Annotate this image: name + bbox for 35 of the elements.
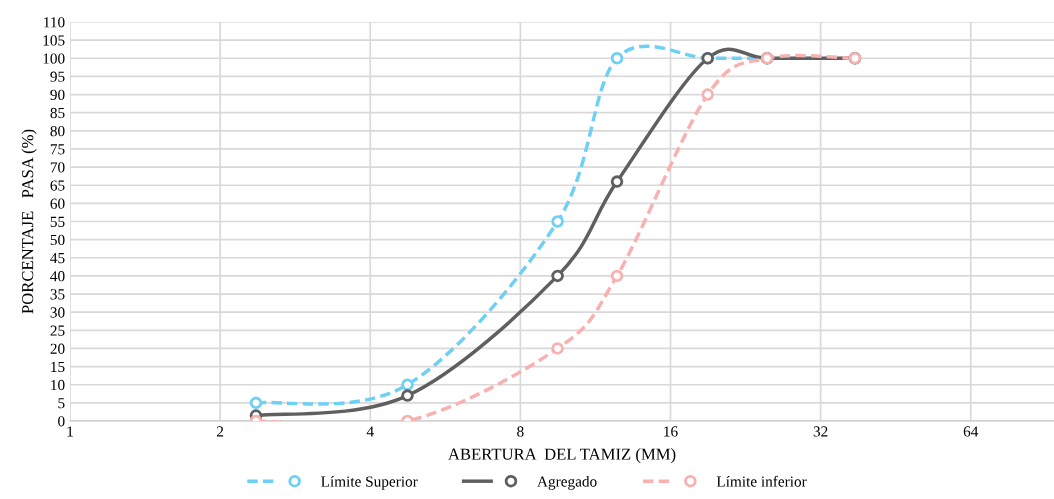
y-tick-label: 15 bbox=[51, 361, 65, 373]
y-tick-label: 110 bbox=[44, 17, 65, 28]
y-tick-label: 95 bbox=[50, 71, 65, 82]
y-tick-label: 40 bbox=[50, 271, 65, 282]
y-tick-label: 20 bbox=[50, 343, 65, 354]
y-tick-label: 0 bbox=[58, 416, 65, 427]
y-tick-label: 80 bbox=[50, 125, 65, 137]
y-tick-label: 30 bbox=[50, 307, 65, 318]
x-tick-label: 2 bbox=[216, 426, 224, 437]
y-tick-label: 65 bbox=[50, 180, 65, 191]
y-tick-label: 105 bbox=[43, 35, 65, 46]
y-tick-label: 50 bbox=[50, 234, 65, 246]
x-axis-title: ABERTURA DEL TAMIZ (MM) bbox=[448, 448, 676, 464]
legend-label: Límite inferior bbox=[716, 475, 807, 487]
x-tick-label: 32 bbox=[813, 426, 828, 437]
x-tick-label: 16 bbox=[664, 426, 678, 437]
y-tick-label: 90 bbox=[50, 89, 65, 100]
legend-label: Límite Superior bbox=[321, 475, 418, 490]
y-tick-label: 35 bbox=[50, 289, 65, 300]
y-tick-label: 70 bbox=[50, 162, 65, 173]
y-tick-label: 75 bbox=[50, 144, 65, 155]
y-tick-label: 45 bbox=[50, 253, 65, 264]
y-tick-label: 85 bbox=[50, 107, 65, 119]
y-tick-label: 100 bbox=[43, 53, 65, 64]
x-tick-label: 8 bbox=[517, 426, 524, 437]
y-axis-title: PORCENTAJE PASA (%) bbox=[21, 129, 37, 314]
legend-label: Agregado bbox=[537, 475, 597, 490]
x-tick-label: 1 bbox=[67, 426, 73, 437]
x-tick-label: 64 bbox=[963, 426, 979, 437]
y-tick-label: 60 bbox=[50, 198, 65, 209]
y-tick-label: 25 bbox=[50, 325, 65, 336]
x-tick-label: 4 bbox=[366, 426, 374, 437]
y-tick-label: 5 bbox=[58, 398, 65, 409]
y-tick-label: 10 bbox=[51, 379, 65, 391]
y-tick-label: 55 bbox=[50, 216, 65, 227]
